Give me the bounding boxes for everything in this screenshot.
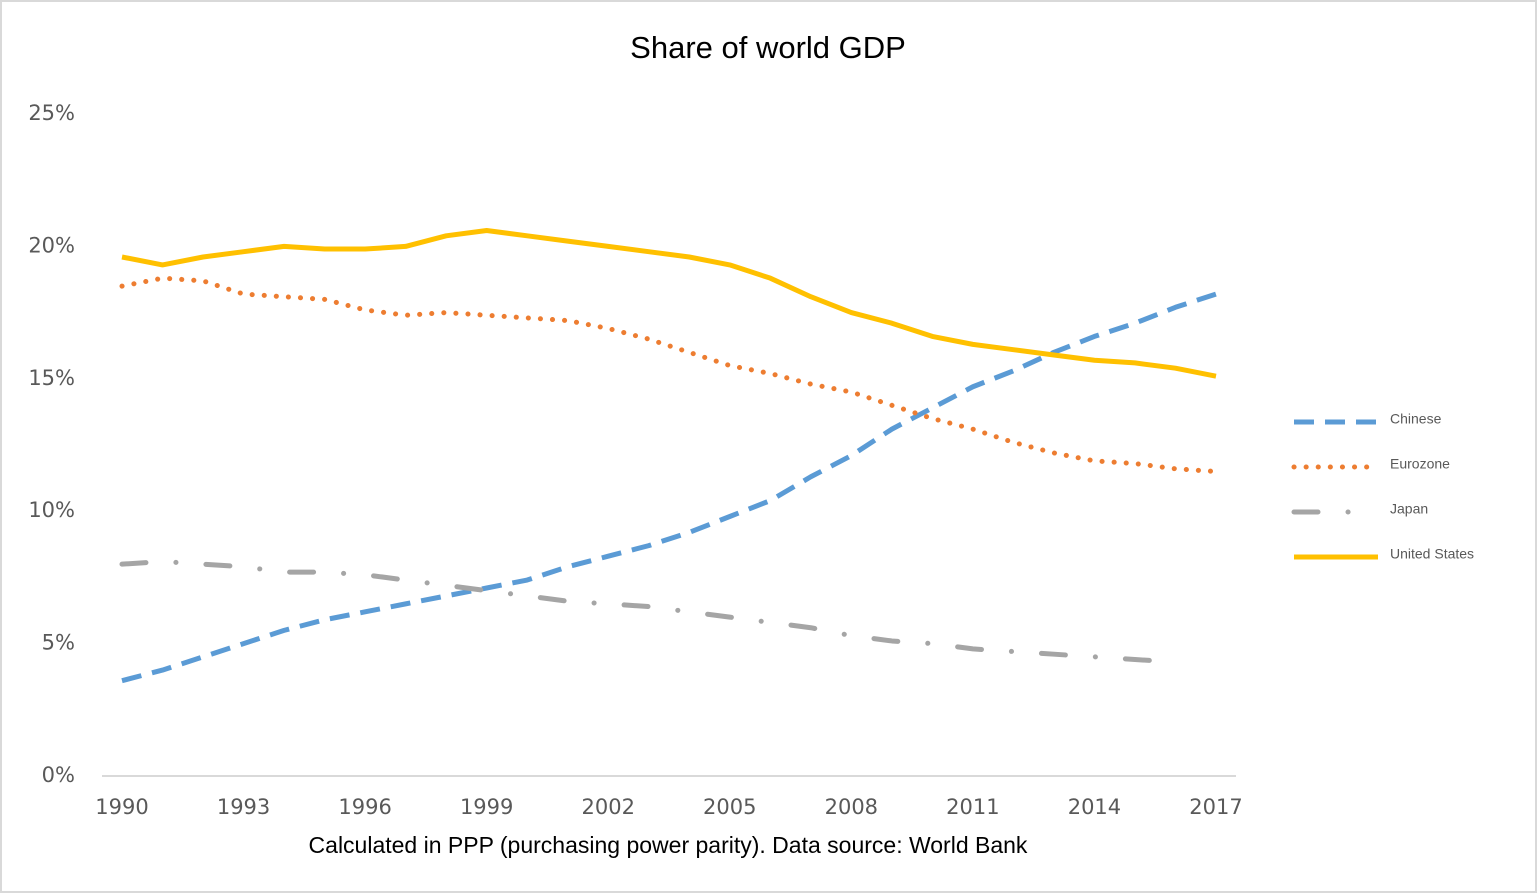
chart-title: Share of world GDP [630,30,906,65]
x-tick-label: 1996 [338,795,391,819]
series-line [119,559,1178,665]
x-tick-label: 2011 [946,795,999,819]
x-tick-label: 2014 [1068,795,1121,819]
y-tick-label: 15% [28,366,75,390]
y-tick-label: 10% [28,498,75,522]
legend-label: Japan [1390,501,1428,517]
series-line [121,291,1217,684]
x-tick-label: 2008 [825,795,878,819]
legend-label: United States [1390,546,1474,562]
x-tick-label: 1999 [460,795,513,819]
x-tick-label: 2005 [703,795,756,819]
series-line [119,275,1219,474]
legend-label: Chinese [1390,411,1442,427]
y-tick-label: 5% [42,631,75,655]
y-tick-label: 20% [28,233,75,257]
y-tick-label: 0% [42,763,75,787]
chart-note: Calculated in PPP (purchasing power pari… [309,832,1028,858]
legend-label: Eurozone [1390,456,1450,472]
x-tick-label: 1993 [217,795,270,819]
x-tick-label: 1990 [95,795,148,819]
x-tick-label: 2002 [581,795,634,819]
series-line [121,228,1217,379]
x-tick-label: 2017 [1189,795,1242,819]
y-tick-label: 25% [28,101,75,125]
